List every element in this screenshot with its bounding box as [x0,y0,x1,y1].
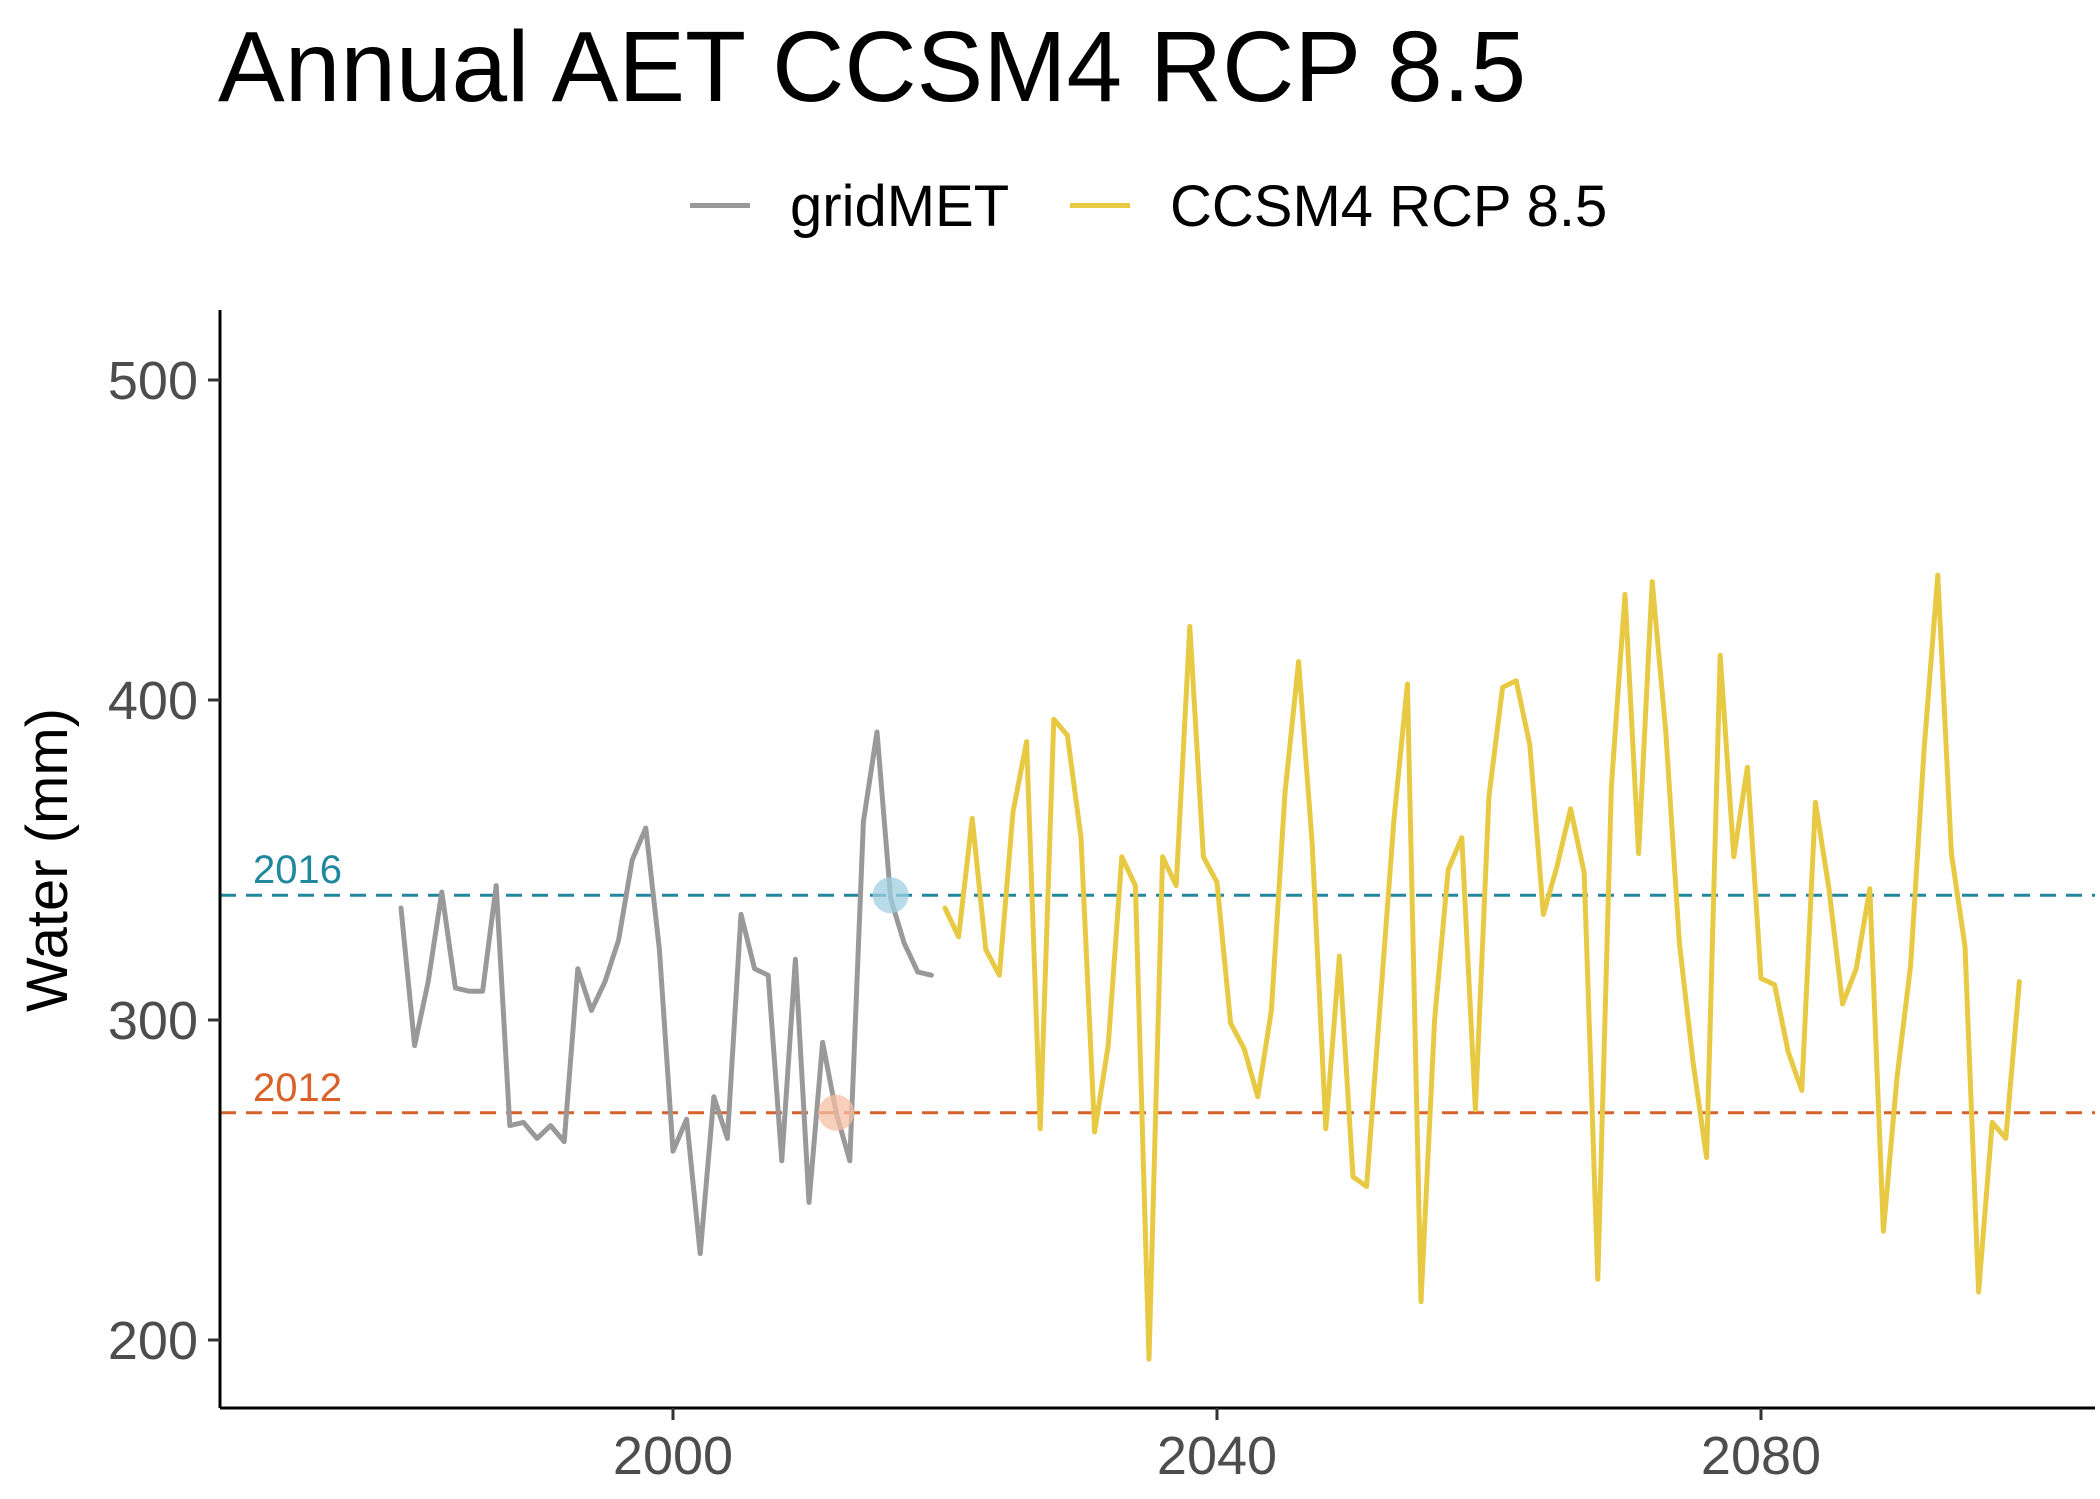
axes [218,310,2095,1410]
highlight-points [818,877,909,1131]
reference-label-2016: 2016 [253,848,342,892]
tick-labels: 200 300 400 500 2000 2040 2080 [108,351,1821,1486]
reference-label-2012: 2012 [253,1066,342,1110]
y-tick-label-400: 400 [108,671,198,731]
legend-key-gridmet [690,203,750,208]
series-line-ccsm4 [942,572,2022,1362]
series-lines [398,572,2022,1362]
series-line-gridmet [398,729,934,1257]
legend-label-gridmet: gridMET [790,174,1010,239]
highlight-point-2012 [818,1094,855,1131]
y-axis-title: Water (mm) [15,708,80,1012]
legend-key-ccsm4 [1070,203,1130,208]
reference-lines: 2016 2012 [220,848,2095,1115]
x-tick-label-2040: 2040 [1157,1426,1277,1486]
y-tick-label-200: 200 [108,1311,198,1371]
legend-label-ccsm4: CCSM4 RCP 8.5 [1170,174,1608,239]
x-tick-label-2080: 2080 [1701,1426,1821,1486]
chart-title: Annual AET CCSM4 RCP 8.5 [218,11,1527,123]
y-tick-label-500: 500 [108,351,198,411]
y-tick-label-300: 300 [108,991,198,1051]
highlight-point-2016 [872,877,909,914]
x-tick-label-2000: 2000 [613,1426,733,1486]
